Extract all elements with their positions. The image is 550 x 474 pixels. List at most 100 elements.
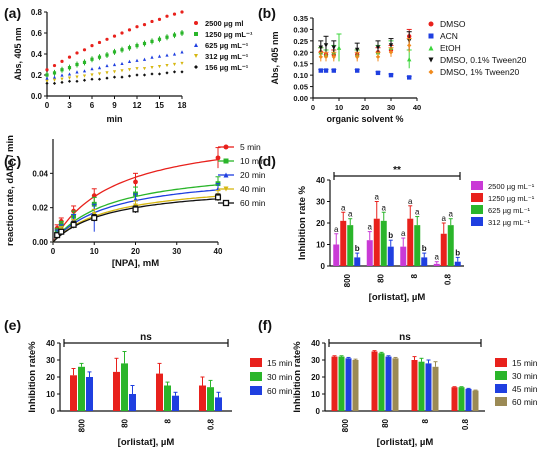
y-tick-label: 10 bbox=[46, 390, 55, 399]
panel-a: (a) 0 3 6 9 12 15 18 0.0 0.2 0.4 0.6 0.8 min Abs, 405 … bbox=[4, 5, 253, 124]
legend-label: 2500 µg mL⁻¹ bbox=[488, 182, 535, 191]
x-tick-label: 0.8 bbox=[443, 273, 452, 285]
data-point bbox=[120, 75, 124, 79]
legend-marker bbox=[194, 21, 198, 25]
legend-label: 15 min bbox=[512, 358, 538, 368]
data-point bbox=[150, 55, 154, 59]
data-point bbox=[127, 59, 132, 63]
data-point bbox=[60, 77, 64, 81]
data-point bbox=[97, 40, 102, 45]
panel-f: (f) 0 10 20 30 40 800 80 8 0.8 ns [orlistat], µM Inh… bbox=[258, 317, 538, 448]
bar bbox=[451, 387, 458, 411]
y-tick-label: 30 bbox=[46, 356, 55, 365]
data-point bbox=[105, 63, 109, 68]
data-point bbox=[75, 79, 79, 83]
bar bbox=[447, 225, 454, 266]
legend-marker bbox=[223, 186, 229, 192]
data-point bbox=[157, 17, 162, 21]
significance-letter: a bbox=[341, 203, 346, 212]
legend-swatch bbox=[471, 217, 483, 226]
y-axis-label: Inhibition rate% bbox=[292, 341, 303, 413]
legend-label: 625 µg mL⁻¹ bbox=[205, 41, 249, 50]
x-tick-label: 20 bbox=[131, 247, 140, 256]
y-tick-label: 0.00 bbox=[32, 238, 48, 247]
data-point bbox=[331, 54, 336, 60]
data-point bbox=[165, 14, 169, 18]
x-axis-label: [orlistat], µM bbox=[369, 292, 426, 303]
bar bbox=[414, 225, 421, 266]
significance-letter: a bbox=[408, 197, 413, 206]
bar bbox=[380, 220, 387, 266]
data-point bbox=[112, 34, 117, 38]
x-tick-label: 0.8 bbox=[207, 418, 216, 430]
y-tick-label: 0.2 bbox=[31, 71, 43, 80]
legend-marker bbox=[194, 65, 198, 69]
y-tick-label: 40 bbox=[311, 339, 320, 348]
panel-label: (c) bbox=[4, 153, 21, 169]
data-point bbox=[58, 228, 65, 235]
x-tick-label: 800 bbox=[78, 418, 87, 432]
data-point bbox=[407, 56, 412, 62]
data-point bbox=[135, 67, 139, 71]
bar bbox=[425, 363, 432, 411]
data-point bbox=[388, 50, 394, 55]
y-tick-label: 0.15 bbox=[293, 60, 308, 69]
bar bbox=[172, 395, 179, 411]
bar bbox=[433, 263, 440, 266]
data-point bbox=[52, 75, 57, 79]
panel-label: (b) bbox=[258, 5, 276, 21]
bar bbox=[338, 356, 345, 411]
legend-label: 1250 µg mL⁻¹ bbox=[488, 194, 535, 203]
data-point bbox=[60, 80, 64, 84]
data-point bbox=[45, 76, 49, 80]
x-tick-label: 800 bbox=[343, 273, 352, 287]
data-point bbox=[82, 78, 87, 82]
data-point bbox=[75, 51, 79, 55]
y-tick-label: 20 bbox=[46, 373, 55, 382]
significance-letter: a bbox=[375, 193, 380, 202]
legend-label: 20 min bbox=[240, 170, 266, 180]
legend-marker bbox=[428, 21, 434, 27]
legend-marker bbox=[428, 33, 434, 39]
x-tick-label: 80 bbox=[381, 418, 390, 427]
legend-marker bbox=[194, 32, 198, 36]
y-tick-label: 0 bbox=[316, 407, 321, 416]
x-tick-label: 80 bbox=[121, 418, 130, 427]
y-tick-label: 40 bbox=[316, 176, 325, 185]
panel-c: (c) 0 10 20 30 40 0.00 0.02 0.04 [NPA], mM reactio… bbox=[4, 135, 266, 269]
legend-swatch bbox=[495, 371, 507, 380]
x-tick-label: 9 bbox=[112, 101, 117, 110]
data-point bbox=[336, 45, 342, 50]
x-axis-label: [orlistat], µM bbox=[118, 437, 175, 448]
x-tick-label: 10 bbox=[90, 247, 99, 256]
x-tick-label: 30 bbox=[172, 247, 181, 256]
y-tick-label: 20 bbox=[316, 219, 325, 228]
bar bbox=[407, 218, 414, 266]
x-tick-label: 18 bbox=[178, 101, 187, 110]
bar bbox=[366, 240, 373, 266]
x-tick-label: 10 bbox=[335, 103, 343, 112]
significance-letter: a bbox=[334, 225, 339, 234]
data-point bbox=[375, 54, 381, 60]
bar bbox=[156, 373, 163, 411]
bar bbox=[215, 397, 222, 411]
data-point bbox=[45, 81, 49, 85]
legend-swatch bbox=[250, 386, 262, 395]
data-point bbox=[355, 47, 360, 53]
x-tick-label: 40 bbox=[214, 247, 223, 256]
data-point bbox=[75, 70, 79, 74]
legend-label: DMSO, 1% Tween20 bbox=[440, 67, 519, 77]
data-point bbox=[90, 44, 94, 48]
bar bbox=[387, 246, 394, 266]
legend-label: 60 min bbox=[240, 198, 266, 208]
y-tick-label: 10 bbox=[316, 241, 325, 250]
data-point bbox=[135, 25, 139, 29]
significance-letter: a bbox=[348, 210, 353, 219]
y-tick-label: 0 bbox=[321, 262, 326, 271]
y-tick-label: 0.6 bbox=[31, 29, 43, 38]
data-point bbox=[215, 155, 221, 161]
bar bbox=[378, 353, 385, 411]
y-tick-label: 0.04 bbox=[32, 169, 48, 178]
data-point bbox=[157, 72, 162, 76]
